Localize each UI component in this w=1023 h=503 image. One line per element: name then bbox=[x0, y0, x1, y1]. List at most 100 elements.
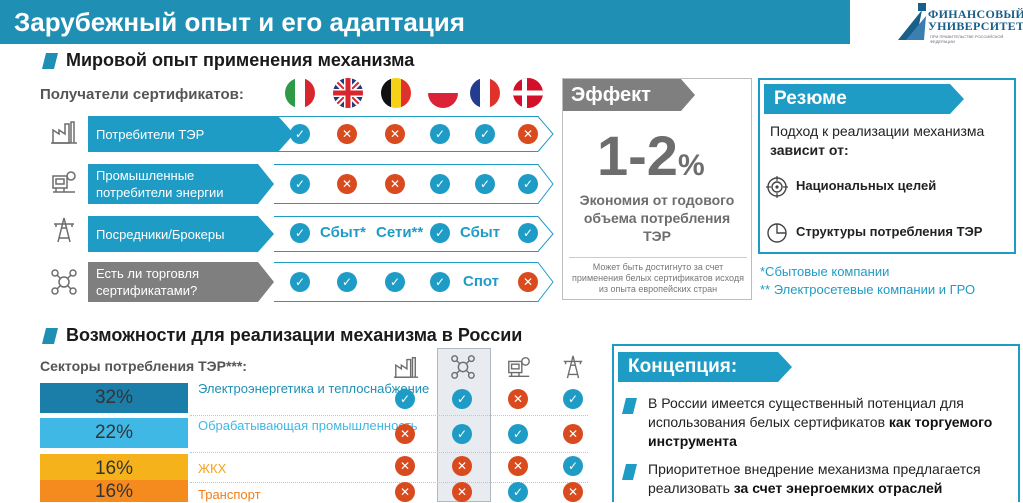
belgium-flag bbox=[381, 78, 411, 108]
bullet-marker-icon bbox=[622, 464, 637, 480]
resume-item-national-goals: Национальных целей bbox=[796, 178, 937, 193]
check-icon: ✓ bbox=[518, 223, 538, 243]
effect-value-percent: % bbox=[677, 149, 705, 182]
network-icon bbox=[451, 355, 475, 379]
france-flag bbox=[470, 78, 500, 108]
check-icon: ✓ bbox=[508, 482, 528, 502]
industry-icon bbox=[508, 357, 530, 377]
heading-marker-icon bbox=[42, 52, 58, 69]
cross-icon: ✕ bbox=[395, 456, 415, 476]
footnote-grids: ** Электросетевые компании и ГРО bbox=[760, 282, 976, 297]
effect-description: Экономия от годового объема потребления … bbox=[579, 192, 735, 244]
cell-text-sales-2: Сбыт bbox=[460, 224, 501, 241]
sector-share-bar: 16% bbox=[40, 454, 188, 484]
cell-text-grids: Сети** bbox=[376, 224, 424, 241]
world-section-heading: Мировой опыт применения механизма bbox=[42, 50, 415, 71]
check-icon: ✓ bbox=[290, 272, 310, 292]
italy-flag bbox=[285, 78, 315, 108]
cross-icon: ✕ bbox=[385, 174, 405, 194]
concept-header: Концепция: bbox=[618, 352, 792, 382]
cross-icon: ✕ bbox=[452, 456, 472, 476]
bullet-marker-icon bbox=[622, 398, 637, 414]
cross-icon: ✕ bbox=[395, 424, 415, 444]
sector-share-bar: 16% bbox=[40, 480, 188, 502]
russia-heading-text: Возможности для реализации механизма в Р… bbox=[66, 325, 523, 345]
row-label: Есть ли торговля сертификатами? bbox=[96, 266, 200, 298]
cross-icon: ✕ bbox=[563, 482, 583, 502]
russia-section-heading: Возможности для реализации механизма в Р… bbox=[42, 325, 523, 346]
check-icon: ✓ bbox=[290, 174, 310, 194]
row-trading: Есть ли торговля сертификатами? bbox=[88, 262, 554, 302]
power-tower-icon bbox=[50, 216, 78, 244]
check-icon: ✓ bbox=[475, 174, 495, 194]
title-bar: Зарубежный опыт и его адаптация bbox=[0, 0, 850, 44]
effect-note: Может быть достигнуто за счет применения… bbox=[569, 257, 747, 295]
effect-value: 1-2% bbox=[597, 123, 705, 188]
logo-emblem-icon bbox=[898, 3, 926, 40]
row-brokers: Посредники/Брокеры bbox=[88, 216, 554, 252]
logo-line1: ФИНАНСОВЫЙ bbox=[928, 7, 1023, 21]
cross-icon: ✕ bbox=[508, 456, 528, 476]
row-label: Посредники/Брокеры bbox=[96, 227, 225, 242]
check-icon: ✓ bbox=[452, 389, 472, 409]
concept-item-2: Приоритетное внедрение механизма предлаг… bbox=[648, 460, 1008, 498]
sectors-label: Секторы потребления ТЭР***: bbox=[40, 358, 247, 374]
concept-item-1-bold: как торгуемого инструмента bbox=[648, 414, 993, 449]
concept-item-2-bold: за счет энергоемких отраслей bbox=[733, 480, 943, 496]
check-icon: ✓ bbox=[337, 272, 357, 292]
cross-icon: ✕ bbox=[518, 124, 538, 144]
sector-divider bbox=[190, 482, 588, 483]
factory-icon bbox=[50, 118, 78, 146]
world-heading-text: Мировой опыт применения механизма bbox=[66, 50, 415, 70]
pie-chart-icon bbox=[767, 223, 787, 243]
resume-text: Подход к реализации механизма зависит от… bbox=[770, 122, 1014, 160]
cross-icon: ✕ bbox=[563, 424, 583, 444]
check-icon: ✓ bbox=[290, 223, 310, 243]
sector-share-bar: 22% bbox=[40, 418, 188, 448]
university-logo: ФИНАНСОВЫЙ УНИВЕРСИТЕТ ПРИ ПРАВИТЕЛЬСТВЕ… bbox=[896, 2, 1023, 46]
page-title: Зарубежный опыт и его адаптация bbox=[14, 7, 465, 37]
check-icon: ✓ bbox=[452, 424, 472, 444]
recipients-label: Получатели сертификатов: bbox=[40, 86, 244, 103]
footnote-sales: *Сбытовые компании bbox=[760, 264, 890, 279]
sector-name: ЖКХ bbox=[198, 461, 227, 476]
cross-icon: ✕ bbox=[385, 124, 405, 144]
row-industrial: Промышленные потребители энергии bbox=[88, 164, 554, 204]
effect-panel: Эффект 1-2% Экономия от годового объема … bbox=[562, 78, 752, 300]
industry-icon bbox=[50, 168, 78, 196]
cross-icon: ✕ bbox=[452, 482, 472, 502]
check-icon: ✓ bbox=[518, 174, 538, 194]
logo-line2: УНИВЕРСИТЕТ bbox=[928, 19, 1023, 33]
resume-text-bold: зависит от: bbox=[770, 142, 849, 158]
logo-subtitle: ПРИ ПРАВИТЕЛЬСТВЕ РОССИЙСКОЙ ФЕДЕРАЦИИ bbox=[930, 34, 1004, 44]
check-icon: ✓ bbox=[430, 223, 450, 243]
cross-icon: ✕ bbox=[337, 174, 357, 194]
poland-flag bbox=[428, 78, 458, 108]
sector-name: Обрабатывающая промышленность bbox=[198, 418, 418, 433]
check-icon: ✓ bbox=[385, 272, 405, 292]
check-icon: ✓ bbox=[430, 124, 450, 144]
check-icon: ✓ bbox=[508, 424, 528, 444]
power-tower-icon bbox=[563, 355, 583, 379]
cell-text-spot: Спот bbox=[463, 273, 500, 290]
cross-icon: ✕ bbox=[508, 389, 528, 409]
cell-text-sales: Сбыт* bbox=[320, 224, 366, 241]
check-icon: ✓ bbox=[395, 389, 415, 409]
denmark-flag bbox=[513, 78, 543, 108]
row-consumers: Потребители ТЭР bbox=[88, 116, 554, 152]
sector-name: Электроэнергетика и теплоснабжение bbox=[198, 381, 430, 396]
check-icon: ✓ bbox=[430, 272, 450, 292]
check-icon: ✓ bbox=[430, 174, 450, 194]
target-icon bbox=[766, 176, 788, 198]
sector-divider bbox=[190, 415, 588, 416]
factory-icon bbox=[393, 357, 419, 378]
resume-text-plain: Подход к реализации механизма bbox=[770, 123, 985, 139]
cross-icon: ✕ bbox=[395, 482, 415, 502]
sector-divider bbox=[190, 452, 588, 453]
check-icon: ✓ bbox=[563, 456, 583, 476]
effect-value-number: 1-2 bbox=[597, 124, 678, 187]
resume-item-structure: Структуры потребления ТЭР bbox=[796, 224, 983, 239]
concept-panel: Концепция: В России имеется существенный… bbox=[612, 344, 1020, 502]
network-icon bbox=[50, 268, 78, 296]
uk-flag bbox=[333, 78, 363, 108]
